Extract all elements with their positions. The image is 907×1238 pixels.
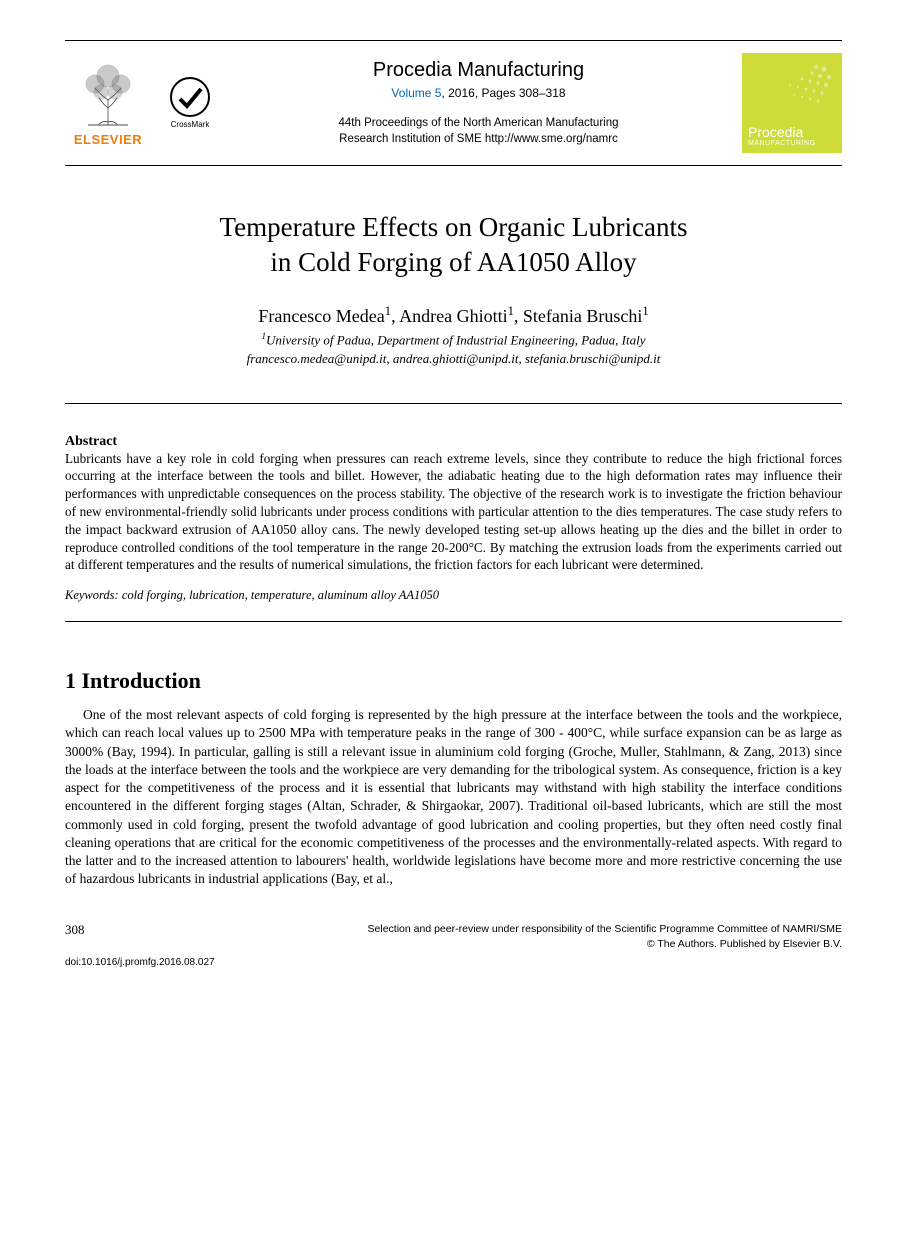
procedia-brand: Procedia bbox=[748, 125, 836, 140]
title-line-2: in Cold Forging of AA1050 Alloy bbox=[270, 247, 636, 277]
elsevier-tree-icon bbox=[73, 60, 143, 130]
rule-top bbox=[65, 403, 842, 404]
elsevier-logo: ELSEVIER bbox=[65, 60, 151, 147]
page-footer: 308 Selection and peer-review under resp… bbox=[65, 922, 842, 950]
conference-line-2: Research Institution of SME http://www.s… bbox=[339, 133, 618, 145]
keywords: Keywords: cold forging, lubrication, tem… bbox=[65, 588, 842, 603]
section-1-para: One of the most relevant aspects of cold… bbox=[65, 706, 842, 888]
author-1: Francesco Medea bbox=[258, 306, 384, 326]
author-emails: francesco.medea@unipd.it, andrea.ghiotti… bbox=[65, 351, 842, 367]
abstract-block: Abstract Lubricants have a key role in c… bbox=[65, 434, 842, 604]
procedia-sub: MANUFACTURING bbox=[748, 140, 836, 147]
abstract-heading: Abstract bbox=[65, 434, 842, 450]
volume-link[interactable]: Volume 5 bbox=[391, 86, 441, 100]
abstract-text: Lubricants have a key role in cold forgi… bbox=[65, 450, 842, 575]
conference-line-1: 44th Proceedings of the North American M… bbox=[339, 117, 619, 129]
procedia-dots-icon bbox=[774, 61, 834, 111]
title-line-1: Temperature Effects on Organic Lubricant… bbox=[220, 212, 688, 242]
author-3: Stefania Bruschi bbox=[523, 306, 642, 326]
header-center: Procedia Manufacturing Volume 5, 2016, P… bbox=[229, 59, 728, 147]
journal-name: Procedia Manufacturing bbox=[373, 59, 584, 82]
section-1-heading: 1 Introduction bbox=[65, 668, 842, 694]
page-number: 308 bbox=[65, 922, 85, 938]
crossmark-icon bbox=[170, 77, 210, 117]
journal-header: ELSEVIER CrossMark Procedia Manufacturin… bbox=[65, 40, 842, 166]
volume-rest: , 2016, Pages 308–318 bbox=[441, 86, 565, 100]
footer-text: Selection and peer-review under responsi… bbox=[99, 922, 843, 950]
conference-info: 44th Proceedings of the North American M… bbox=[339, 116, 619, 147]
authors: Francesco Medea1, Andrea Ghiotti1, Stefa… bbox=[65, 304, 842, 327]
keywords-label: Keywords: bbox=[65, 588, 119, 602]
author-2: Andrea Ghiotti bbox=[399, 306, 507, 326]
paper-title: Temperature Effects on Organic Lubricant… bbox=[65, 210, 842, 280]
footer-line-1: Selection and peer-review under responsi… bbox=[368, 923, 842, 935]
author-3-sup: 1 bbox=[642, 304, 648, 318]
rule-bottom bbox=[65, 621, 842, 622]
affiliation-text: University of Padua, Department of Indus… bbox=[266, 333, 645, 348]
footer-line-2: © The Authors. Published by Elsevier B.V… bbox=[647, 938, 842, 950]
author-1-sup: 1 bbox=[385, 304, 391, 318]
title-block: Temperature Effects on Organic Lubricant… bbox=[65, 210, 842, 367]
volume-info: Volume 5, 2016, Pages 308–318 bbox=[391, 86, 565, 100]
crossmark-badge[interactable]: CrossMark bbox=[165, 77, 215, 129]
crossmark-label: CrossMark bbox=[171, 120, 210, 129]
procedia-badge: Procedia MANUFACTURING bbox=[742, 53, 842, 153]
affiliation: 1University of Padua, Department of Indu… bbox=[65, 331, 842, 348]
doi: doi:10.1016/j.promfg.2016.08.027 bbox=[65, 957, 842, 968]
keywords-text: cold forging, lubrication, temperature, … bbox=[119, 588, 439, 602]
author-2-sup: 1 bbox=[508, 304, 514, 318]
elsevier-label: ELSEVIER bbox=[74, 132, 142, 147]
